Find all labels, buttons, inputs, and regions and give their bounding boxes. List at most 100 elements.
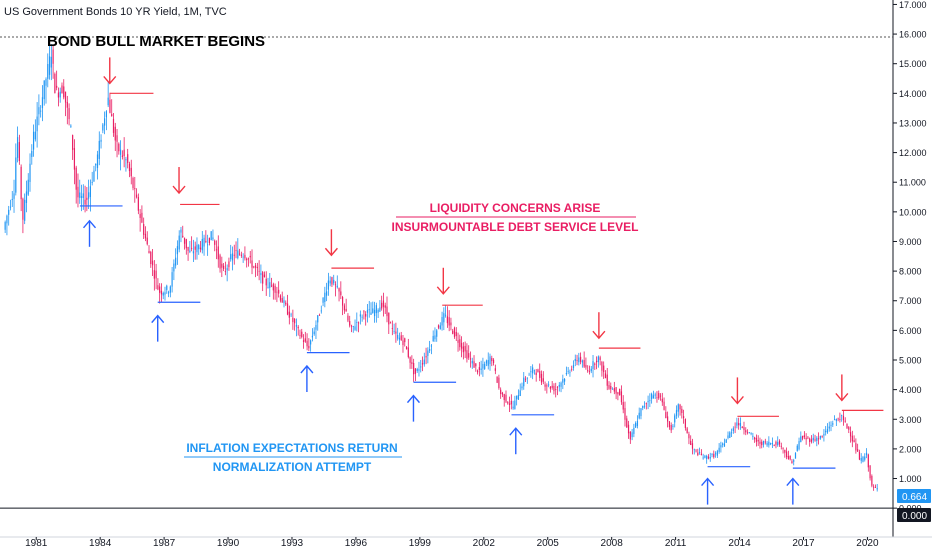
candle-body — [20, 166, 22, 200]
candle-body — [411, 362, 413, 364]
candle-body — [819, 435, 821, 439]
candle-body — [43, 80, 45, 100]
candle-body — [262, 272, 264, 284]
candle-body — [157, 285, 159, 290]
y-tick-label: 9.000 — [899, 237, 922, 247]
candle-body — [462, 346, 464, 353]
candle-body — [453, 327, 456, 337]
candle-body — [775, 441, 777, 445]
candle-body — [457, 340, 459, 343]
candle-body — [331, 277, 333, 285]
candle-body — [11, 198, 13, 201]
candle-body — [679, 404, 681, 410]
candle-body — [388, 312, 390, 325]
candle-body — [825, 430, 827, 433]
candle-body — [540, 373, 543, 383]
candle-body — [521, 386, 523, 389]
candle-body — [153, 270, 155, 279]
candle-body — [347, 315, 349, 321]
candle-body — [445, 314, 447, 316]
candle-body — [858, 451, 861, 460]
candle-body — [191, 247, 193, 249]
candle-body — [494, 368, 496, 371]
candle-body — [281, 298, 283, 303]
candle-body — [107, 97, 109, 106]
candle-body — [381, 302, 383, 309]
candle-body — [643, 405, 646, 407]
candle-body — [672, 425, 674, 427]
candle-body — [865, 452, 868, 456]
candle-body — [159, 286, 161, 293]
candle-body — [439, 325, 441, 330]
candle-body — [482, 363, 484, 369]
candle-body — [244, 254, 246, 259]
bottom-arrow-head — [82, 219, 97, 229]
candle-body — [690, 440, 692, 446]
bottom-arrow-icon — [151, 314, 165, 342]
candle-body — [750, 433, 752, 435]
candle-body — [340, 291, 342, 296]
candle-body — [558, 384, 560, 387]
candle-body — [469, 358, 472, 360]
candle-body — [588, 371, 591, 372]
top-arrow-icon — [436, 267, 450, 295]
candle-body — [357, 322, 360, 324]
candle-body — [384, 305, 386, 308]
candle-body — [516, 395, 518, 400]
candle-body — [697, 452, 699, 456]
candle-body — [269, 282, 271, 288]
candle-body — [711, 453, 713, 455]
candle-body — [782, 447, 784, 449]
candle-body — [116, 135, 118, 142]
candle-body — [627, 424, 630, 434]
candle-body — [73, 148, 76, 170]
candle-body — [151, 260, 154, 266]
candle-body — [485, 360, 488, 364]
candle-body — [80, 196, 83, 198]
candle-layer — [4, 40, 878, 492]
candle-body — [189, 250, 191, 253]
candle-body — [327, 280, 329, 290]
candle-body — [478, 367, 480, 371]
candle-body — [121, 155, 123, 157]
candle-body — [759, 441, 761, 444]
y-tick-label: 7.000 — [899, 296, 922, 306]
top-arrow-head — [835, 392, 849, 402]
candle-body — [336, 285, 338, 288]
candle-body — [736, 422, 738, 426]
candle-body — [833, 419, 836, 421]
candle-body — [217, 246, 219, 260]
candle-body — [620, 391, 623, 403]
candle-body — [173, 263, 175, 272]
candle-body — [789, 455, 791, 460]
x-tick-label: 1993 — [281, 538, 304, 549]
bottom-arrow-icon — [701, 477, 715, 505]
candle-body — [260, 273, 262, 276]
candle-body — [182, 235, 184, 238]
candle-body — [256, 267, 258, 269]
candle-body — [860, 458, 862, 461]
candle-body — [41, 97, 44, 109]
candle-body — [63, 86, 65, 98]
candle-body — [75, 167, 77, 190]
candle-body — [40, 110, 42, 112]
candle-body — [334, 284, 337, 286]
candle-body — [468, 353, 470, 358]
candle-body — [658, 393, 660, 399]
candle-body — [22, 198, 24, 220]
candle-body — [104, 118, 106, 126]
candle-body — [240, 254, 242, 256]
bottom-arrow-icon — [509, 427, 523, 455]
candle-body — [420, 366, 422, 368]
candle-body — [745, 430, 747, 433]
candle-body — [278, 289, 280, 294]
candle-body — [640, 408, 642, 417]
candle-body — [370, 312, 372, 315]
candle-body — [677, 404, 679, 412]
candle-body — [585, 364, 587, 368]
candle-body — [9, 206, 12, 208]
candle-body — [205, 240, 207, 242]
candle-body — [4, 222, 6, 230]
